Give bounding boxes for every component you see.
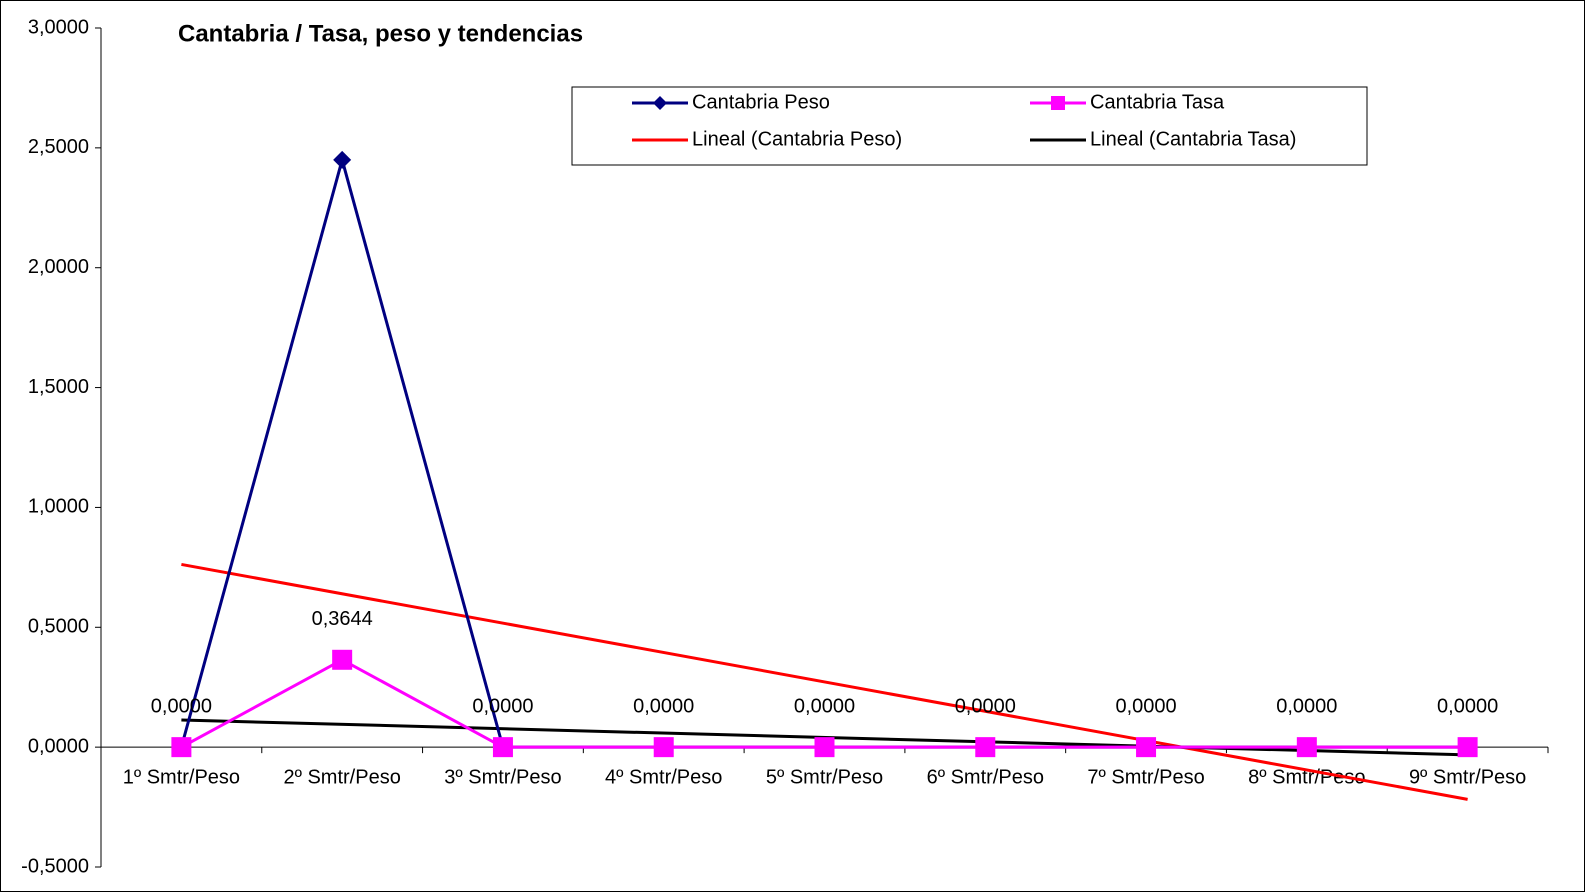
x-tick-label: 1º Smtr/Peso bbox=[123, 766, 240, 788]
y-tick-label: 1,5000 bbox=[28, 376, 89, 398]
x-tick-label: 7º Smtr/Peso bbox=[1087, 766, 1204, 788]
legend-marker bbox=[653, 96, 667, 110]
legend bbox=[571, 86, 1368, 166]
y-tick-label: 1,0000 bbox=[28, 496, 89, 518]
point bbox=[975, 737, 996, 758]
data-label: 0,0000 bbox=[955, 695, 1016, 717]
legend-label: Lineal (Cantabria Tasa) bbox=[1090, 128, 1296, 150]
x-tick-label: 8º Smtr/Peso bbox=[1248, 766, 1365, 788]
point bbox=[1457, 737, 1478, 758]
point bbox=[814, 737, 835, 758]
x-tick-label: 5º Smtr/Peso bbox=[766, 766, 883, 788]
data-label: 0,0000 bbox=[1115, 695, 1176, 717]
y-tick-label: 3,0000 bbox=[28, 16, 89, 38]
legend-label: Cantabria Tasa bbox=[1090, 91, 1225, 113]
x-tick-label: 6º Smtr/Peso bbox=[927, 766, 1044, 788]
data-label: 0,0000 bbox=[633, 695, 694, 717]
legend-label: Lineal (Cantabria Peso) bbox=[692, 128, 902, 150]
trendline bbox=[181, 562, 1468, 801]
legend-marker bbox=[1051, 96, 1065, 110]
data-label: 0,0000 bbox=[794, 695, 855, 717]
point bbox=[333, 150, 352, 169]
x-tick-label: 4º Smtr/Peso bbox=[605, 766, 722, 788]
point bbox=[332, 649, 353, 670]
data-label: 0,0000 bbox=[1276, 695, 1337, 717]
y-tick-label: 2,5000 bbox=[28, 136, 89, 158]
y-tick-label: 2,0000 bbox=[28, 256, 89, 278]
data-label: 0,0000 bbox=[1437, 695, 1498, 717]
chart-title: Cantabria / Tasa, peso y tendencias bbox=[178, 20, 583, 47]
x-tick-label: 2º Smtr/Peso bbox=[283, 766, 400, 788]
data-label: 0,0000 bbox=[472, 695, 533, 717]
x-tick-label: 9º Smtr/Peso bbox=[1409, 766, 1526, 788]
data-label: 0,0000 bbox=[151, 695, 212, 717]
point bbox=[1136, 737, 1157, 758]
x-tick-label: 3º Smtr/Peso bbox=[444, 766, 561, 788]
point bbox=[171, 737, 192, 758]
y-tick-label: 0,5000 bbox=[28, 616, 89, 638]
point bbox=[1296, 737, 1317, 758]
y-tick-label: -0,5000 bbox=[21, 855, 89, 877]
legend-label: Cantabria Peso bbox=[692, 91, 830, 113]
data-label: 0,3644 bbox=[312, 608, 373, 630]
point bbox=[653, 737, 674, 758]
point bbox=[492, 737, 513, 758]
y-tick-label: 0,0000 bbox=[28, 735, 89, 757]
